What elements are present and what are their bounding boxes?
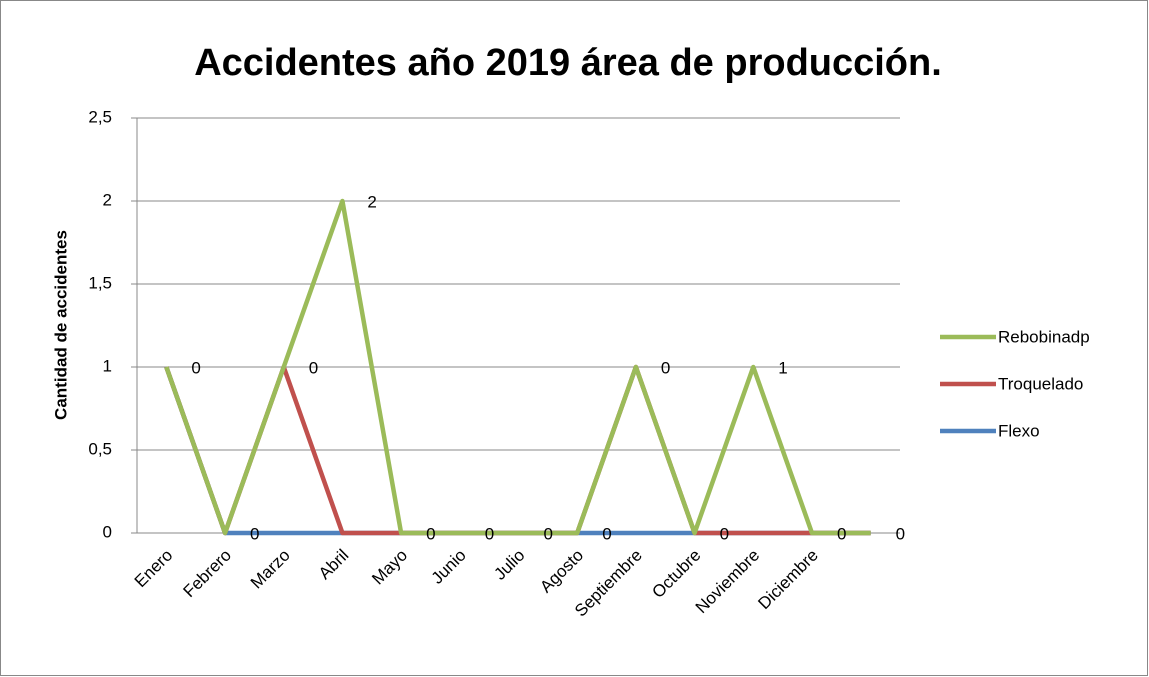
data-label: 0: [544, 524, 553, 543]
y-tick-label: 2: [103, 190, 112, 209]
chart-title: Accidentes año 2019 área de producción.: [194, 42, 942, 84]
data-label: 0: [485, 524, 494, 543]
data-label: 0: [837, 524, 846, 543]
y-tick-label: 0: [103, 522, 112, 541]
data-label: 0: [250, 524, 259, 543]
data-label: 1: [778, 358, 787, 377]
y-tick-label: 1,5: [88, 273, 112, 292]
data-label: 0: [191, 358, 200, 377]
legend-label: Rebobinadp: [998, 327, 1090, 346]
data-label: 0: [309, 358, 318, 377]
legend-label: Flexo: [998, 421, 1040, 440]
series-line: [164, 198, 871, 536]
data-label: 0: [602, 524, 611, 543]
data-label: 0: [426, 524, 435, 543]
legend-label: Troquelado: [998, 374, 1083, 393]
y-tick-label: 1: [103, 356, 112, 375]
data-label: 2: [367, 192, 376, 211]
data-label: 0: [720, 524, 729, 543]
y-tick-label: 2,5: [88, 107, 112, 126]
y-axis-title: Cantidad de accidentes: [51, 230, 70, 420]
y-tick-label: 0,5: [88, 439, 112, 458]
data-label: 0: [661, 358, 670, 377]
data-label: 0: [896, 524, 905, 543]
